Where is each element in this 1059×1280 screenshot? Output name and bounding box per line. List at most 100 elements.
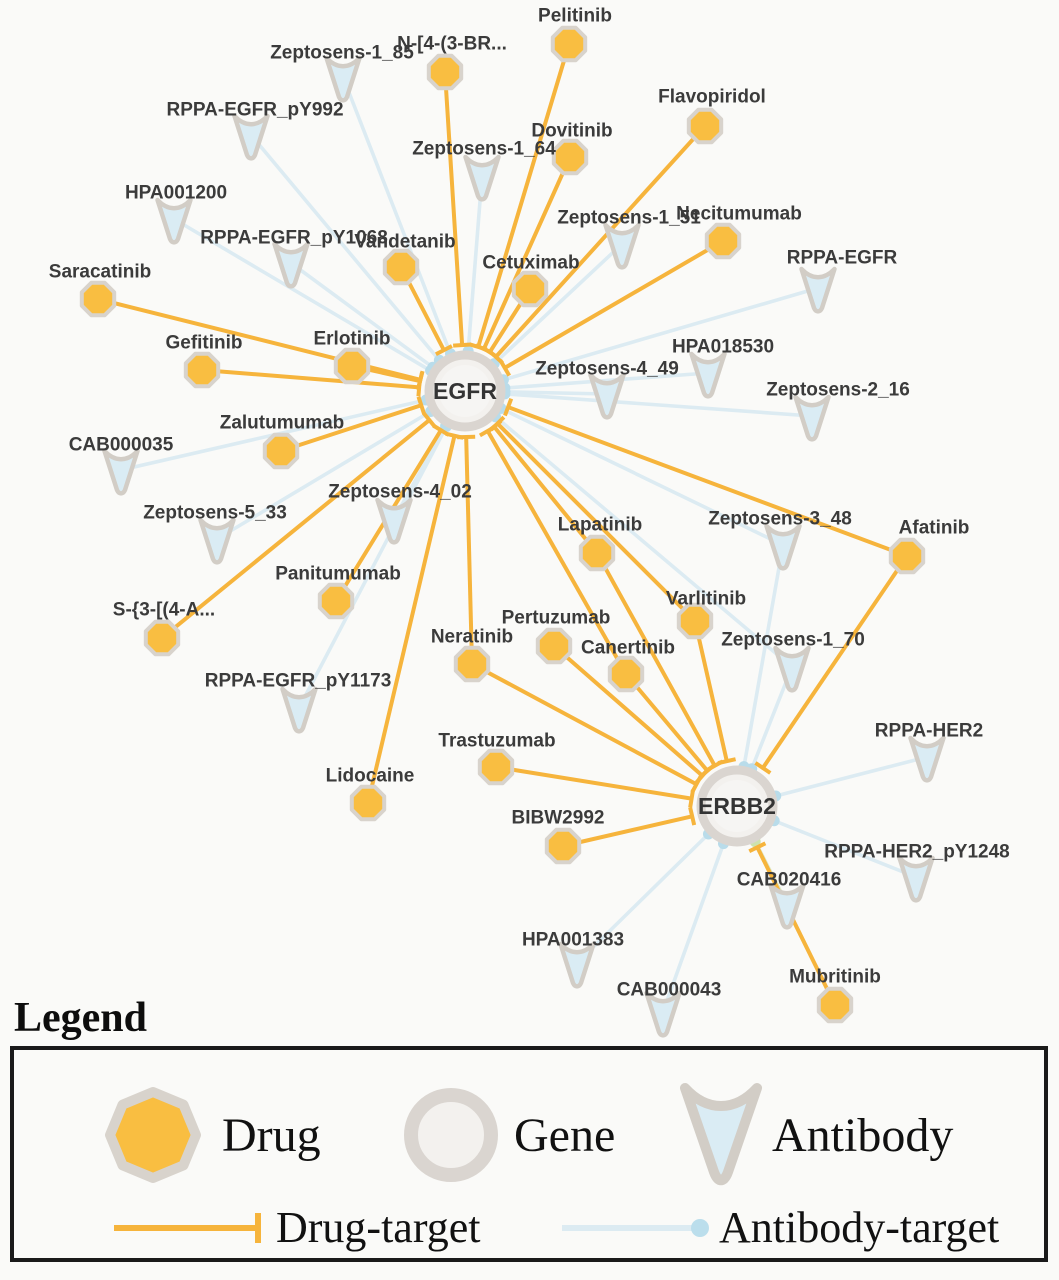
edge-hpa001383-erbb2 bbox=[575, 832, 710, 965]
antibody-node-z1-64[interactable] bbox=[463, 154, 501, 202]
antibody-node-z4-49[interactable] bbox=[588, 372, 626, 420]
edge-necitumumab-egfr bbox=[503, 239, 725, 370]
drug-node-lidocaine[interactable] bbox=[349, 784, 387, 822]
edge-canertinib-egfr-tee bbox=[478, 424, 497, 438]
drug-label-lidocaine: Lidocaine bbox=[326, 766, 415, 787]
edge-lidocaine-egfr bbox=[366, 435, 457, 804]
drug-node-saracatinib[interactable] bbox=[79, 280, 117, 318]
edge-bibw2992-erbb2-tee bbox=[688, 807, 697, 826]
antibody-label-cab000035: CAB000035 bbox=[69, 435, 174, 456]
drug-node-mubritinib[interactable] bbox=[816, 986, 854, 1024]
edge-lapatinib-erbb2 bbox=[595, 552, 717, 767]
edge-pelitinib-egfr bbox=[476, 43, 571, 348]
drug-node-erlotinib[interactable] bbox=[333, 347, 371, 385]
antibody-node-z1-51[interactable] bbox=[603, 222, 641, 270]
antibody-label-z1-51: Zeptosens-1_51 bbox=[557, 208, 701, 229]
antibody-node-cab000043[interactable] bbox=[644, 990, 682, 1038]
edge-afatinib-erbb2-tee bbox=[754, 761, 772, 775]
edge-mubritinib-erbb2 bbox=[755, 846, 837, 1006]
antibody-label-rppa-her2-py1248: RPPA-HER2_pY1248 bbox=[824, 842, 1010, 863]
drug-node-canertinib[interactable] bbox=[607, 655, 645, 693]
antibody-label-z1-64: Zeptosens-1_64 bbox=[412, 139, 556, 160]
edge-z1-70-egfr bbox=[494, 415, 794, 669]
drug-node-pertuzumab[interactable] bbox=[535, 627, 573, 665]
edge-rppa-her2-py1248-erbb2 bbox=[773, 819, 917, 879]
antibody-label-z2-16: Zeptosens-2_16 bbox=[766, 380, 910, 401]
drug-node-bibw2992[interactable] bbox=[544, 827, 582, 865]
drug-node-gefitinib[interactable] bbox=[183, 351, 221, 389]
antibody-node-z1-85[interactable] bbox=[324, 55, 362, 103]
drug-label-varlitinib: Varlitinib bbox=[666, 589, 746, 610]
drug-node-dovitinib[interactable] bbox=[551, 138, 589, 176]
antibody-node-rppa-egfr[interactable] bbox=[799, 266, 837, 314]
edge-afatinib-egfr-tee bbox=[503, 397, 514, 417]
antibody-node-hpa001200[interactable] bbox=[155, 197, 193, 245]
antibody-node-rppa-egfr-py992[interactable] bbox=[232, 113, 270, 161]
antibody-node-z3-48[interactable] bbox=[764, 523, 802, 571]
edge-z1-85-egfr bbox=[341, 76, 453, 355]
gene-label-egfr: EGFR bbox=[433, 378, 497, 404]
drug-node-trastuzumab[interactable] bbox=[477, 748, 515, 786]
antibody-node-rppa-egfr-py1173[interactable] bbox=[280, 686, 318, 734]
antibody-label-cab020416: CAB020416 bbox=[737, 870, 842, 891]
drug-label-gefitinib: Gefitinib bbox=[165, 333, 242, 354]
edge-rppa-egfr-py1173-egfr bbox=[297, 425, 449, 709]
legend-box: Drug Gene Antibody Drug-target Antibody-… bbox=[10, 1046, 1048, 1262]
drug-node-s3-4a[interactable] bbox=[143, 619, 181, 657]
edge-bibw2992-erbb2 bbox=[562, 814, 693, 848]
gene-node-egfr[interactable] bbox=[424, 350, 506, 432]
drug-label-canertinib: Canertinib bbox=[581, 638, 675, 659]
edge-afatinib-egfr bbox=[507, 405, 908, 558]
antibody-node-hpa018530[interactable] bbox=[689, 351, 727, 399]
drug-label-erlotinib: Erlotinib bbox=[313, 329, 390, 350]
antibody-label-rppa-her2: RPPA-HER2 bbox=[875, 721, 983, 742]
edge-gefitinib-egfr bbox=[201, 368, 420, 390]
edge-necitumumab-egfr-tee bbox=[498, 359, 512, 377]
legend-antibody-target-label: Antibody-target bbox=[719, 1203, 1000, 1252]
drug-node-n4-3br[interactable] bbox=[426, 53, 464, 91]
antibody-node-z2-16[interactable] bbox=[793, 394, 831, 442]
drug-node-panitumumab[interactable] bbox=[317, 582, 355, 620]
antibody-node-rppa-egfr-py1068[interactable] bbox=[272, 241, 310, 289]
edge-z1-64-egfr bbox=[466, 175, 484, 352]
drug-label-zalutumumab: Zalutumumab bbox=[220, 413, 345, 434]
edge-rppa-egfr-egfr bbox=[502, 286, 819, 382]
gene-node-core-erbb2 bbox=[711, 780, 763, 832]
antibody-node-z1-70[interactable] bbox=[773, 645, 811, 693]
drug-node-afatinib[interactable] bbox=[888, 537, 926, 575]
antibody-node-cab000035[interactable] bbox=[102, 448, 140, 496]
antibody-node-z4-02[interactable] bbox=[375, 497, 413, 545]
drug-node-neratinib[interactable] bbox=[453, 645, 491, 683]
edge-cab000043-erbb2 bbox=[661, 843, 726, 1013]
edge-varlitinib-erbb2 bbox=[693, 620, 729, 762]
drug-node-varlitinib[interactable] bbox=[676, 602, 714, 640]
antibody-node-z5-33[interactable] bbox=[198, 517, 236, 565]
edge-zalutumumab-egfr-tee bbox=[416, 396, 426, 415]
edge-n4-3br-egfr-tee bbox=[453, 342, 472, 348]
legend-gene-label: Gene bbox=[514, 1109, 616, 1162]
edge-varlitinib-erbb2-tee bbox=[717, 757, 737, 766]
gene-node-core-egfr bbox=[439, 365, 491, 417]
antibody-label-rppa-egfr-py1173: RPPA-EGFR_pY1173 bbox=[205, 671, 392, 692]
drug-node-pelitinib[interactable] bbox=[550, 25, 588, 63]
antibody-node-cab020416[interactable] bbox=[768, 882, 806, 930]
drug-node-cetuximab[interactable] bbox=[511, 270, 549, 308]
antibody-node-rppa-her2-py1248[interactable] bbox=[897, 855, 935, 903]
drug-node-necitumumab[interactable] bbox=[704, 222, 742, 260]
gene-node-erbb2[interactable] bbox=[696, 765, 778, 847]
antibody-node-hpa001383[interactable] bbox=[558, 941, 596, 989]
drug-label-s3-4a: S-{3-[(4-A... bbox=[113, 600, 215, 621]
drug-label-pelitinib: Pelitinib bbox=[538, 6, 612, 27]
drug-node-lapatinib[interactable] bbox=[578, 534, 616, 572]
antibody-node-rppa-her2[interactable] bbox=[908, 735, 946, 783]
antibody-label-rppa-egfr: RPPA-EGFR bbox=[787, 248, 898, 269]
edge-canertinib-erbb2-tee bbox=[699, 763, 716, 779]
edge-rppa-egfr-py1068-egfr bbox=[289, 261, 434, 369]
edge-zalutumumab-egfr bbox=[280, 403, 422, 453]
drug-node-zalutumumab[interactable] bbox=[262, 432, 300, 470]
drug-node-flavopiridol[interactable] bbox=[686, 107, 724, 145]
drug-node-vandetanib[interactable] bbox=[382, 248, 420, 286]
edge-neratinib-erbb2-tee bbox=[690, 775, 703, 794]
edge-lapatinib-egfr bbox=[492, 425, 599, 555]
drug-legend-icon bbox=[105, 1087, 201, 1183]
